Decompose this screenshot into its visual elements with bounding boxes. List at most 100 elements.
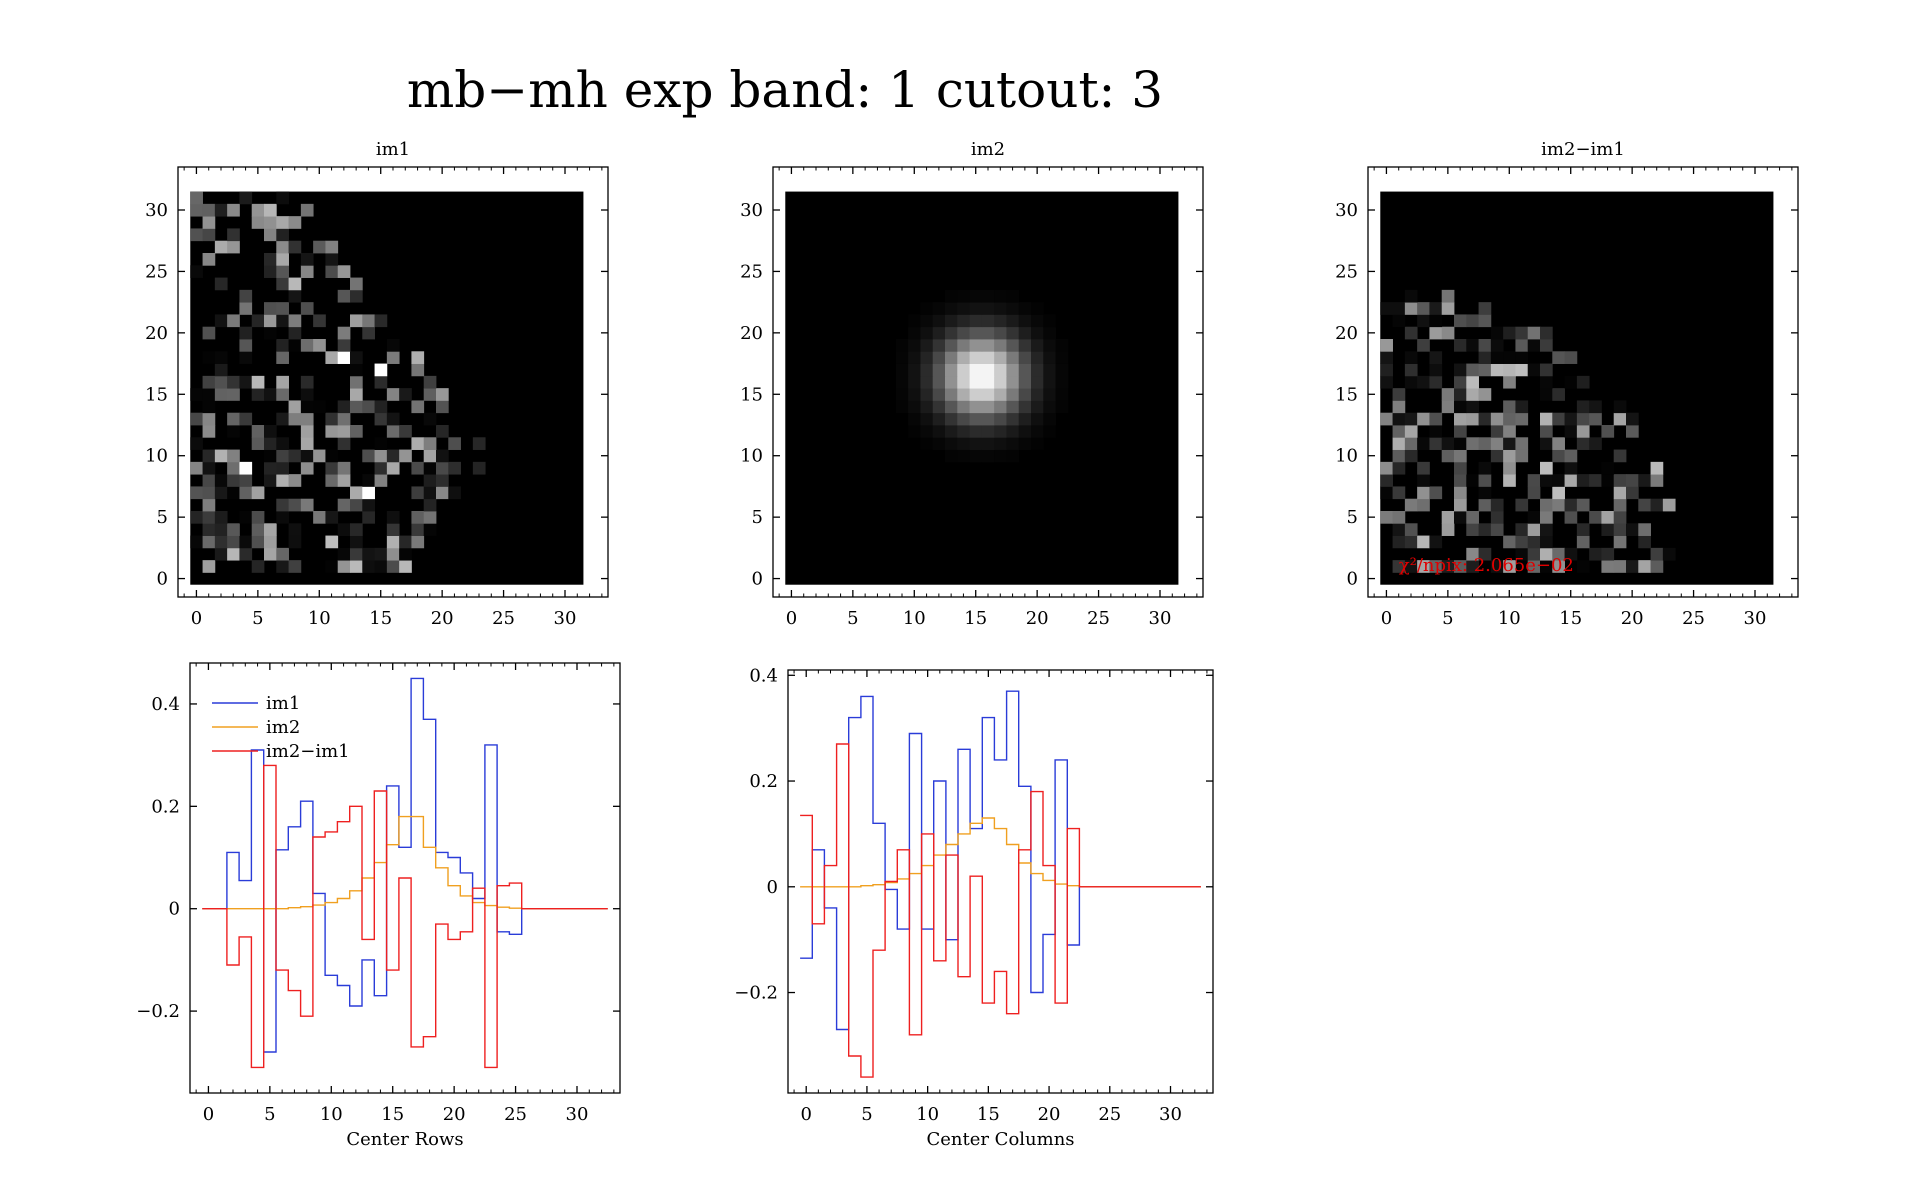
image-pixel <box>994 388 1007 401</box>
image-pixel <box>1515 535 1529 549</box>
image-pixel <box>1540 511 1553 524</box>
image-pixel <box>1540 437 1553 450</box>
image-pixel <box>1564 375 1578 389</box>
image-pixel <box>202 400 216 414</box>
image-pixel <box>1527 535 1541 549</box>
image-pixel <box>362 449 375 463</box>
image-pixel <box>214 203 228 217</box>
image-pixel <box>1404 437 1418 450</box>
image-pixel <box>1454 375 1467 389</box>
image-pixel <box>1454 560 1467 573</box>
image-pixel <box>350 400 363 414</box>
image-pixel <box>1552 437 1565 450</box>
image-pixel <box>1515 363 1529 377</box>
image-pixel <box>1576 412 1590 426</box>
image-pixel <box>374 400 388 414</box>
image-pixel <box>350 498 363 512</box>
image-pixel <box>920 302 934 315</box>
image-pixel <box>276 461 289 475</box>
image-pixel <box>423 449 437 463</box>
x-tick-label: 5 <box>252 608 263 629</box>
image-pixel <box>313 400 326 414</box>
image-pixel <box>1429 535 1443 549</box>
image-pixel <box>214 547 228 561</box>
image-pixel <box>288 449 302 463</box>
image-pixel <box>202 326 216 340</box>
image-pixel <box>337 461 351 475</box>
image-pixel <box>1454 474 1467 487</box>
image-pixel <box>1466 339 1479 352</box>
image-pixel <box>1018 326 1032 340</box>
series-line-diff <box>202 764 608 1069</box>
image-pixel <box>1392 388 1406 401</box>
image-pixel <box>895 363 909 377</box>
image-pixel <box>1392 535 1406 549</box>
x-axis-label: Center Columns <box>926 1129 1074 1150</box>
image-pixel <box>1466 375 1479 389</box>
image-pixel <box>300 388 314 401</box>
image-pixel <box>1018 375 1032 389</box>
image-pixel <box>399 547 412 561</box>
image-pixel <box>239 339 253 352</box>
image-pixel <box>264 326 277 340</box>
image-pixel <box>1515 449 1529 463</box>
image-pixel <box>239 375 253 389</box>
image-pixel <box>1441 523 1455 536</box>
y-tick-label: −0.2 <box>136 1001 180 1022</box>
image-pixel <box>994 339 1007 352</box>
x-tick-label: 30 <box>1159 1104 1182 1125</box>
image-pixel <box>214 314 228 328</box>
image-pixel <box>337 560 351 573</box>
image-pixel <box>920 339 934 352</box>
image-pixel <box>264 523 277 536</box>
image-pixel <box>300 461 314 475</box>
image-pixel <box>908 412 921 426</box>
image-pixel <box>227 314 240 328</box>
image-pixel <box>276 240 289 254</box>
image-pixel <box>1454 437 1467 450</box>
y-tick-label: 10 <box>740 446 763 467</box>
panel-center-rows: 0 5 10 15 20 25 30 −0.2 0 0.2 0.4 Center Rows im1 im2… <box>136 662 621 1150</box>
y-tick-label: 15 <box>145 384 168 405</box>
image-pixel <box>276 228 289 242</box>
image-pixel <box>1031 302 1044 315</box>
y-tick-label: 0.2 <box>151 796 180 817</box>
image-pixel <box>1006 363 1020 377</box>
image-pixel <box>957 412 970 426</box>
series-line-diff <box>800 743 1201 1078</box>
image-pixel <box>214 449 228 463</box>
image-pixel <box>374 547 388 561</box>
image-pixel <box>1564 461 1578 475</box>
image-pixel <box>264 253 277 266</box>
image-pixel <box>288 498 302 512</box>
image-pixel <box>1540 461 1553 475</box>
image-pixel <box>350 388 363 401</box>
image-pixel <box>1527 511 1541 524</box>
image-pixel <box>1429 351 1443 364</box>
x-tick-label: 15 <box>1559 608 1582 629</box>
image-pixel <box>1490 363 1504 377</box>
image-pixel <box>1417 375 1430 389</box>
image-pixel <box>994 289 1007 303</box>
image-pixel <box>1662 547 1676 561</box>
image-pixel <box>932 302 946 315</box>
image-pixel <box>1478 437 1492 450</box>
image-pixel <box>1380 486 1393 500</box>
image-pixel <box>202 203 216 217</box>
image-pixel <box>1527 486 1541 500</box>
image-pixel <box>337 412 351 426</box>
image-pixel <box>1429 437 1443 450</box>
image-pixel <box>276 265 289 278</box>
image-pixel <box>932 363 946 377</box>
image-pixel <box>423 412 437 426</box>
image-pixel <box>362 326 375 340</box>
image-pixel <box>1404 498 1418 512</box>
image-pixel <box>325 351 339 364</box>
image-pixel <box>1564 449 1578 463</box>
image-pixel <box>1527 326 1541 340</box>
image-pixel <box>1417 474 1430 487</box>
image-pixel <box>276 302 289 315</box>
image-pixel <box>325 474 339 487</box>
image-pixel <box>386 351 400 364</box>
image-pixel <box>386 449 400 463</box>
